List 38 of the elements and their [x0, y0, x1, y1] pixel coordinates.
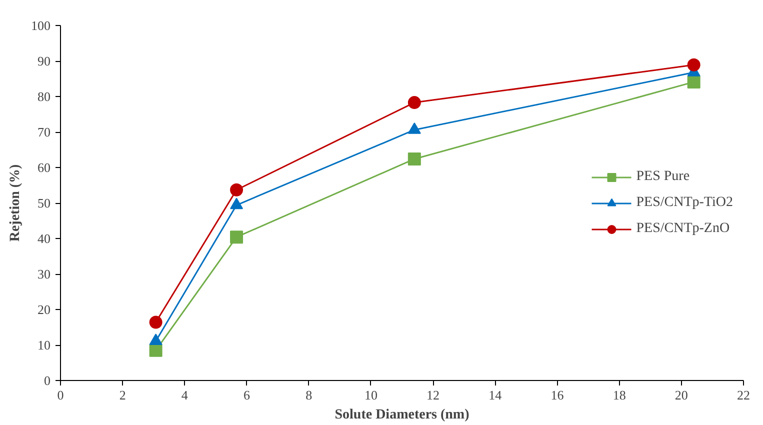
x-axis-title: Solute Diameters (nm)	[334, 408, 470, 422]
x-tick-label: 20	[674, 388, 688, 402]
point	[149, 334, 162, 346]
point	[230, 230, 244, 244]
y-tick-label: 80	[38, 89, 50, 104]
y-tick-label: 0	[44, 373, 50, 388]
x-tick-label: 12	[426, 388, 440, 402]
legend-label: PES Pure	[636, 168, 690, 184]
y-tick-label: 10	[38, 338, 50, 352]
y-axis-title: Rejetion (%)	[8, 164, 23, 242]
x-tick-label: 16	[550, 388, 564, 402]
x-tick-label: 8	[306, 388, 312, 402]
y-tick-label: 70	[38, 124, 50, 140]
x-tick-label: 6	[244, 388, 251, 402]
x-tick-label: 4	[181, 388, 188, 402]
point	[687, 75, 700, 88]
point	[230, 198, 244, 210]
y-tick-label: 20	[38, 302, 50, 317]
point	[149, 316, 162, 329]
y-tick-label: 100	[31, 18, 50, 33]
point	[687, 58, 700, 72]
y-tick-label: 40	[38, 231, 50, 246]
y-tick-label: 90	[38, 54, 50, 68]
point	[149, 344, 162, 357]
x-tick-label: 2	[119, 388, 126, 402]
legend-label: PES/CNTp-TiO2	[636, 194, 733, 210]
point	[408, 96, 421, 110]
x-tick-label: 0	[57, 388, 64, 402]
x-tick-label: 10	[364, 388, 378, 402]
y-tick-label: 30	[38, 266, 50, 282]
point	[230, 183, 244, 196]
x-tick-label: 14	[488, 388, 502, 402]
legend-label: PES/CNTp-ZnO	[636, 220, 730, 236]
x-tick-label: 18	[612, 388, 626, 402]
point	[408, 152, 421, 166]
y-tick-label: 50	[38, 196, 50, 210]
y-tick-label: 60	[38, 160, 50, 175]
x-tick-label: 22	[737, 388, 750, 402]
